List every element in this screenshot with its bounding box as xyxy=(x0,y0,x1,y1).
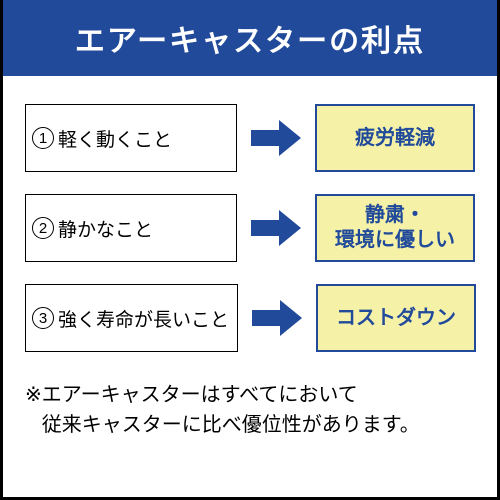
benefit-feature-label: 強く寿命が長いこと xyxy=(58,305,229,332)
footnote: ※ エアーキャスターはすべてにおいて従来キャスターに比べ優位性があります。 xyxy=(25,380,475,440)
benefit-feature-box: 2静かなこと xyxy=(25,194,237,262)
benefit-number: 1 xyxy=(32,127,54,149)
benefit-row: 1軽く動くこと 疲労軽減 xyxy=(25,104,475,172)
benefit-feature-box: 3強く寿命が長いこと xyxy=(25,284,238,352)
footnote-text: エアーキャスターはすべてにおいて従来キャスターに比べ優位性があります。 xyxy=(42,380,420,440)
benefit-number: 2 xyxy=(32,217,54,239)
footnote-marker: ※ xyxy=(25,380,42,440)
panel-title: エアーキャスターの利点 xyxy=(3,0,497,76)
benefit-result-box: 疲労軽減 xyxy=(315,104,475,172)
benefit-result-box: コストダウン xyxy=(316,284,476,352)
benefit-number: 3 xyxy=(32,307,54,329)
info-panel: エアーキャスターの利点 1軽く動くこと 疲労軽減 2静かなこと 静粛・環境に優しい 3強… xyxy=(0,0,500,500)
benefit-row: 2静かなこと 静粛・環境に優しい xyxy=(25,194,475,262)
arrow-icon xyxy=(250,284,304,352)
benefit-feature-label: 静かなこと xyxy=(58,215,153,242)
benefit-row: 3強く寿命が長いこと コストダウン xyxy=(25,284,475,352)
benefit-rows: 1軽く動くこと 疲労軽減 2静かなこと 静粛・環境に優しい 3強く寿命が長いこと コストダ… xyxy=(25,104,475,352)
benefit-feature-label: 軽く動くこと xyxy=(58,125,172,152)
arrow-icon xyxy=(249,104,303,172)
benefit-feature-box: 1軽く動くこと xyxy=(25,104,237,172)
arrow-icon xyxy=(249,194,303,262)
benefit-result-box: 静粛・環境に優しい xyxy=(315,194,475,262)
